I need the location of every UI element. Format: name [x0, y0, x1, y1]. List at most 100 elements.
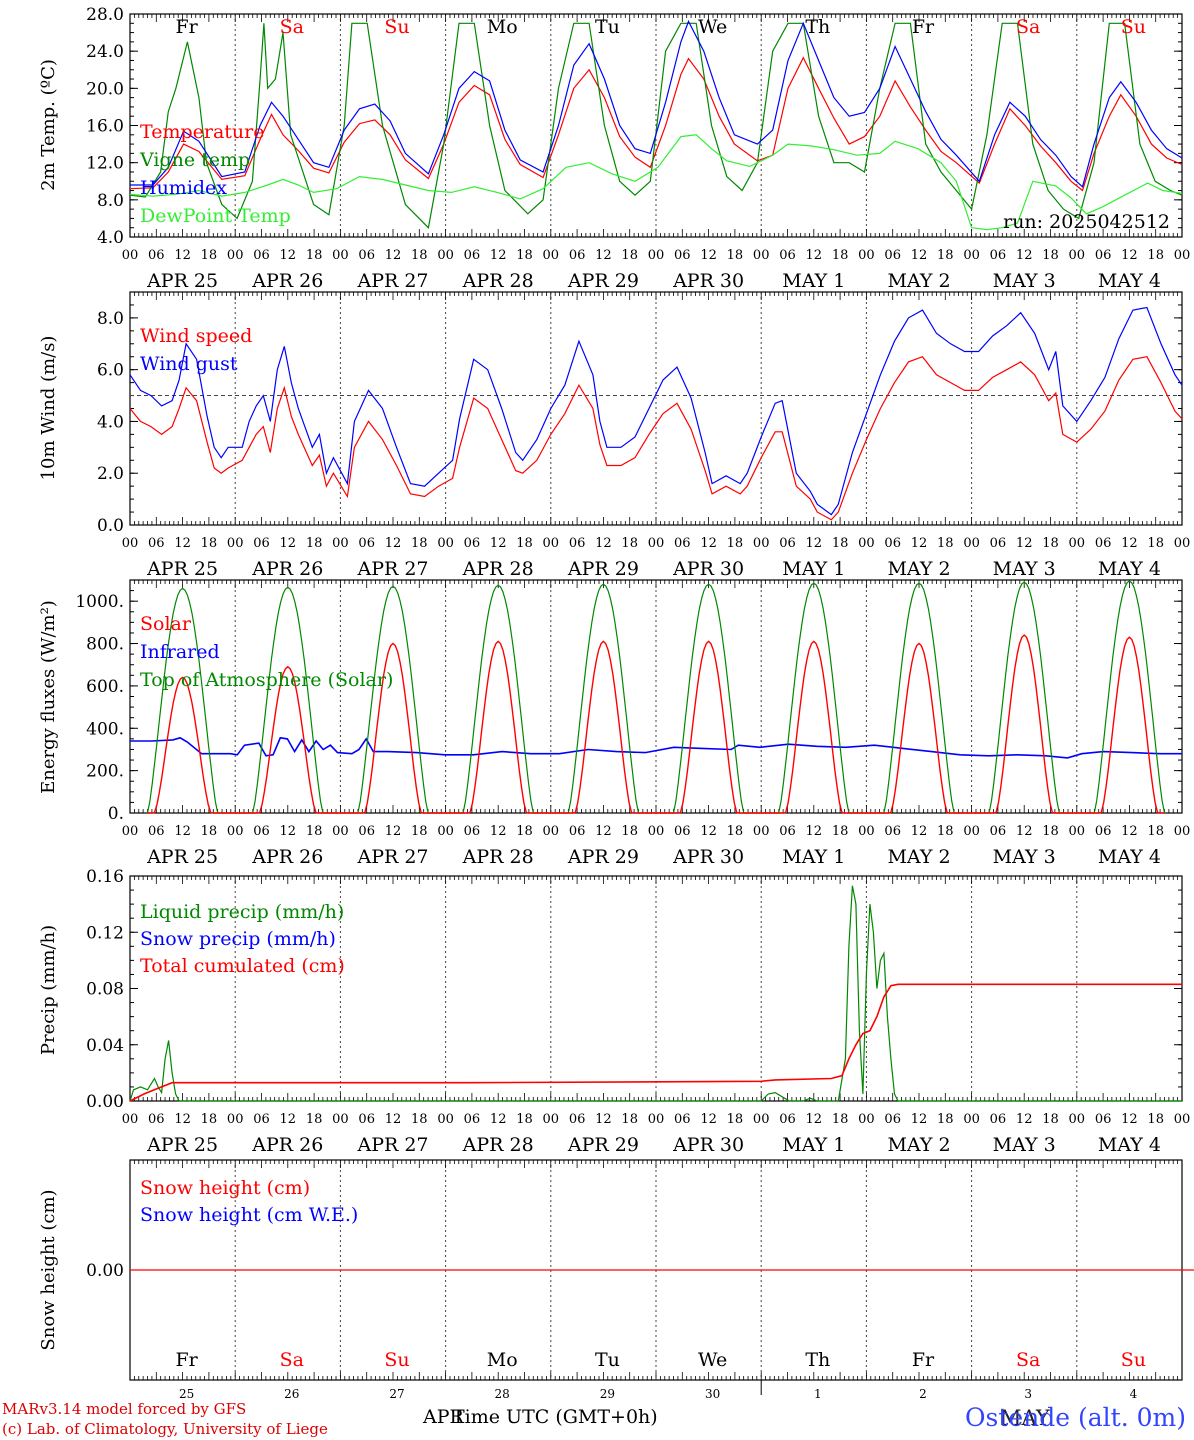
- hour-label: 00: [227, 1112, 244, 1127]
- hour-label: 18: [727, 536, 744, 551]
- day-label: MAY 2: [887, 270, 950, 292]
- hour-label: 12: [280, 248, 297, 263]
- series-vigne-temp: [129, 22, 1183, 229]
- day-label: MAY 4: [1098, 558, 1161, 580]
- day-number: 27: [389, 1387, 404, 1401]
- panel-2: [129, 291, 1183, 526]
- y-axis-title: Snow height (cm): [38, 1189, 59, 1350]
- hour-label: 12: [700, 824, 717, 839]
- hour-label: 12: [806, 1112, 823, 1127]
- hour-label: 18: [832, 248, 849, 263]
- hour-label: 18: [832, 824, 849, 839]
- day-label: APR 27: [356, 846, 428, 868]
- hour-label: 18: [306, 248, 323, 263]
- day-label: APR 27: [356, 1134, 428, 1156]
- hour-label: 00: [543, 536, 560, 551]
- hour-label: 00: [227, 824, 244, 839]
- hour-label: 12: [1121, 824, 1138, 839]
- hour-label: 00: [1069, 824, 1086, 839]
- hour-label: 00: [753, 824, 770, 839]
- weekday-label-bottom: Sa: [280, 1349, 304, 1371]
- legend-entry: Snow precip (mm/h): [140, 928, 336, 950]
- hour-label: 06: [779, 1112, 796, 1127]
- hour-label: 18: [411, 248, 428, 263]
- hour-label: 06: [464, 824, 481, 839]
- y-tick-label: 8.0: [97, 191, 124, 211]
- hour-label: 18: [621, 824, 638, 839]
- hour-label: 18: [727, 824, 744, 839]
- hour-label: 00: [858, 824, 875, 839]
- hour-label: 18: [1042, 824, 1059, 839]
- hour-label: 12: [1016, 1112, 1033, 1127]
- hour-label: 00: [122, 248, 139, 263]
- hour-label: 06: [148, 1112, 165, 1127]
- hour-label: 00: [1069, 536, 1086, 551]
- hour-label: 00: [227, 248, 244, 263]
- day-label: APR 29: [567, 270, 639, 292]
- weekday-label-bottom: Mo: [487, 1349, 518, 1371]
- hour-label: 00: [648, 824, 665, 839]
- day-label: APR 28: [462, 558, 534, 580]
- y-tick-label: 0.04: [86, 1036, 124, 1056]
- series-dewpoint-temp: [129, 134, 1183, 231]
- hour-label: 00: [437, 248, 454, 263]
- weekday-label-top: Sa: [280, 16, 304, 38]
- y-axis-title: Energy fluxes (W/m²): [38, 600, 59, 794]
- hour-label: 06: [884, 824, 901, 839]
- hour-label: 12: [1016, 824, 1033, 839]
- hour-label: 00: [753, 536, 770, 551]
- hour-label: 06: [358, 248, 375, 263]
- hour-label: 06: [253, 1112, 270, 1127]
- hour-label: 12: [595, 248, 612, 263]
- day-label: APR 26: [251, 270, 323, 292]
- hour-label: 00: [332, 248, 349, 263]
- hour-label: 18: [201, 248, 218, 263]
- day-label: MAY 4: [1098, 846, 1161, 868]
- hour-label: 12: [1121, 248, 1138, 263]
- day-label: APR 26: [251, 846, 323, 868]
- weekday-label-top: Fr: [912, 16, 935, 38]
- legend-entry: Vigne temp: [139, 149, 250, 171]
- day-number: 30: [705, 1387, 720, 1401]
- hour-label: 06: [884, 1112, 901, 1127]
- hour-label: 18: [1147, 1112, 1164, 1127]
- hour-label: 18: [937, 1112, 954, 1127]
- y-tick-label: 16.0: [86, 117, 124, 137]
- hour-label: 18: [1042, 248, 1059, 263]
- hour-label: 12: [174, 1112, 191, 1127]
- hour-label: 00: [648, 536, 665, 551]
- day-label: APR 30: [672, 846, 744, 868]
- hour-label: 06: [148, 824, 165, 839]
- day-label: APR 29: [567, 558, 639, 580]
- weekday-label-top: Sa: [1016, 16, 1040, 38]
- weekday-label-top: Su: [1121, 16, 1146, 38]
- day-label: APR 25: [146, 270, 218, 292]
- footer-month-apr: APR: [423, 1406, 464, 1428]
- hour-label: 00: [332, 824, 349, 839]
- hour-label: 06: [884, 536, 901, 551]
- y-tick-label: 1000.: [75, 592, 124, 612]
- hour-label: 00: [543, 1112, 560, 1127]
- hour-label: 00: [1174, 248, 1191, 263]
- hour-label: 12: [490, 248, 507, 263]
- hour-label: 06: [1095, 1112, 1112, 1127]
- y-tick-label: 8.0: [97, 309, 124, 329]
- hour-label: 18: [727, 1112, 744, 1127]
- series-temperature: [129, 56, 1183, 192]
- hour-label: 00: [122, 824, 139, 839]
- day-label: APR 26: [251, 1134, 323, 1156]
- hour-label: 18: [1042, 536, 1059, 551]
- hour-label: 12: [174, 536, 191, 551]
- day-label: MAY 1: [782, 846, 845, 868]
- hour-label: 12: [911, 248, 928, 263]
- series-wind-gust: [129, 306, 1183, 516]
- weekday-label-bottom: Su: [384, 1349, 409, 1371]
- series-solar: [147, 634, 1165, 814]
- hour-label: 12: [490, 824, 507, 839]
- day-label: MAY 3: [993, 846, 1056, 868]
- hour-label: 06: [148, 248, 165, 263]
- hour-label: 18: [621, 1112, 638, 1127]
- hour-label: 12: [595, 536, 612, 551]
- day-label: MAY 4: [1098, 270, 1161, 292]
